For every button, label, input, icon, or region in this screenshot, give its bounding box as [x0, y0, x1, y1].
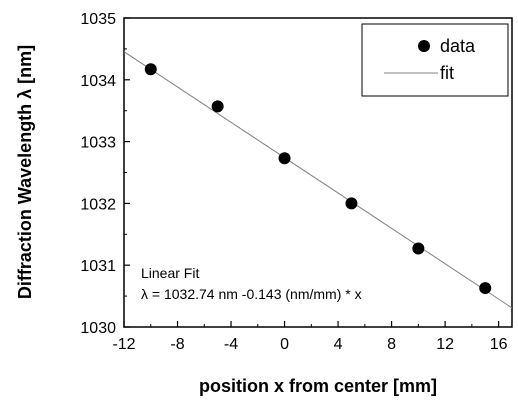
- axis-ticks: -12 -8 -4 0 4 8 12 16 1030 1031 1032 1033 1034 1035: [80, 11, 507, 353]
- x-tick-label: 4: [334, 336, 343, 353]
- data-point: [278, 152, 291, 165]
- x-tick-label: 16: [490, 336, 508, 353]
- x-tick-label: -4: [224, 336, 238, 353]
- fit-line: [123, 51, 513, 309]
- x-tick-label: 8: [387, 336, 396, 353]
- fit-annotation-title: Linear Fit: [141, 265, 199, 281]
- data-points: [144, 63, 492, 295]
- data-point: [412, 242, 425, 255]
- y-tick-label: 1035: [80, 11, 116, 28]
- y-tick-label: 1030: [80, 320, 116, 337]
- x-tick-label: 0: [280, 336, 289, 353]
- x-tick-label: -12: [112, 336, 135, 353]
- data-point: [345, 197, 358, 210]
- y-tick-label: 1033: [80, 135, 116, 152]
- x-tick-label: -8: [170, 336, 184, 353]
- y-tick-label: 1032: [80, 196, 116, 213]
- data-point: [211, 100, 224, 113]
- data-point: [144, 63, 157, 76]
- legend-box: [361, 23, 509, 97]
- fit-annotation-equation: λ = 1032.74 nm -0.143 (nm/mm) * x: [141, 286, 362, 302]
- y-tick-label: 1031: [80, 258, 116, 275]
- legend-marker-data: [418, 40, 430, 52]
- legend-label-fit: fit: [440, 63, 454, 83]
- y-tick-label: 1034: [80, 73, 116, 90]
- legend: data fit: [361, 23, 509, 97]
- x-axis-title: position x from center [mm]: [199, 376, 437, 396]
- y-axis-title: Diffraction Wavelength λ [nm]: [15, 45, 35, 299]
- x-tick-label: 12: [436, 336, 454, 353]
- legend-label-data: data: [440, 36, 476, 56]
- data-point: [479, 282, 492, 295]
